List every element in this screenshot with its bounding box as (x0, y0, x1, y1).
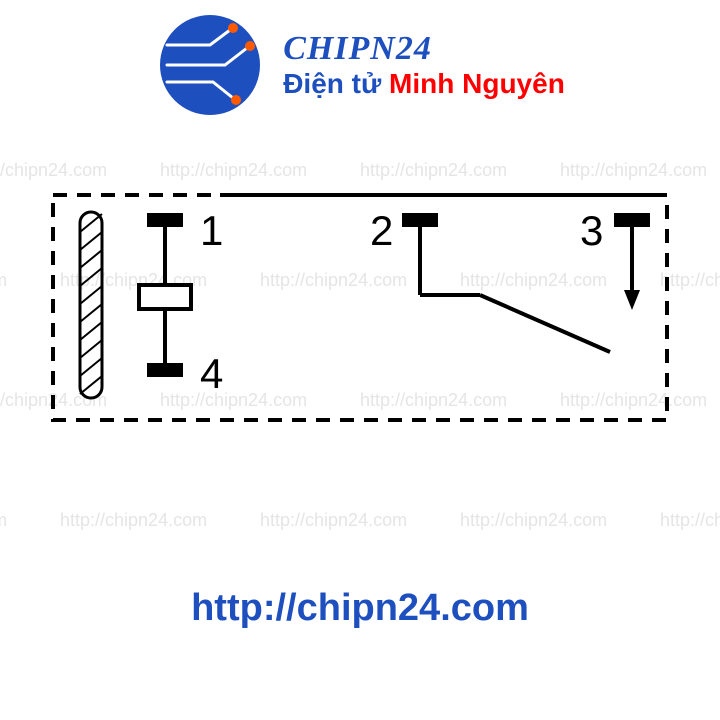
pin-4-label: 4 (200, 350, 223, 397)
relay-schematic: 1 4 2 3 (50, 190, 670, 450)
watermark: http://chipn24.com (0, 270, 7, 291)
header: CHIPN24 Điện tử Minh Nguyên (0, 10, 720, 120)
watermark: http://chipn24.com (160, 160, 307, 181)
watermark: http://chipn24.com (260, 510, 407, 531)
watermark: http://chipn24.com (0, 510, 7, 531)
brand-name-top: CHIPN24 (283, 30, 565, 68)
website-url: http://chipn24.com (0, 587, 720, 630)
watermark: http://chipn24.com (0, 160, 107, 181)
watermark: http://chipn24.com (560, 160, 707, 181)
watermark: http://chipn24.com (60, 510, 207, 531)
brand-text: CHIPN24 Điện tử Minh Nguyên (283, 30, 565, 100)
watermark: http://chipn24.com (460, 510, 607, 531)
watermark: http://chipn24.com (660, 510, 720, 531)
page-canvas: http://chipn24.com http://chipn24.com ht… (0, 0, 720, 720)
brand-logo-icon (155, 10, 265, 120)
watermark: http://chipn24.com (360, 160, 507, 181)
brand-prefix: Điện tử (283, 68, 389, 99)
pin-1-label: 1 (200, 207, 223, 254)
brand-name-bottom: Điện tử Minh Nguyên (283, 68, 565, 100)
pin-2-label: 2 (370, 207, 393, 254)
brand-company: Minh Nguyên (389, 68, 565, 99)
pin-3-label: 3 (580, 207, 603, 254)
